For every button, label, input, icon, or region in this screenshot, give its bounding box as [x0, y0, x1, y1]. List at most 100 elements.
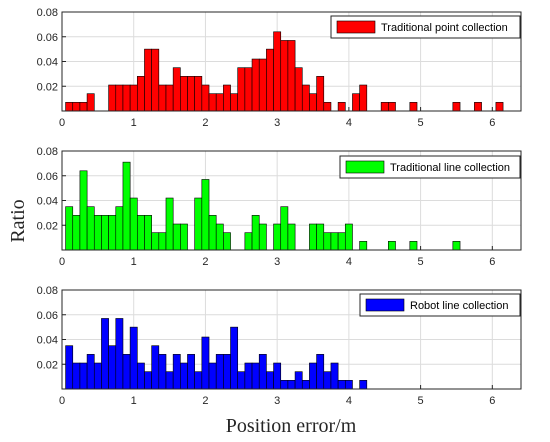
bar [158, 84, 167, 112]
bar [316, 354, 325, 390]
bar [323, 232, 332, 251]
bar [144, 215, 152, 251]
bar [380, 102, 389, 112]
bar [151, 232, 160, 251]
bar [187, 76, 195, 112]
bar [452, 241, 461, 251]
legend-swatch [345, 160, 385, 174]
bar [165, 197, 174, 251]
bar [108, 215, 117, 251]
axes-frame [61, 289, 522, 390]
bar [266, 371, 274, 390]
bar [273, 362, 282, 390]
bar [215, 354, 224, 390]
legend-swatch [365, 298, 405, 312]
bar [251, 362, 260, 390]
y-tick-label: 0.04 [37, 335, 58, 347]
bar [294, 67, 303, 112]
bar [115, 84, 124, 112]
bar [115, 206, 124, 251]
bar [301, 380, 310, 390]
bar [230, 93, 239, 112]
bar [194, 197, 203, 251]
axes-frame [61, 150, 522, 251]
bar [287, 380, 296, 390]
bar [309, 223, 317, 251]
x-tick-label: 5 [418, 256, 424, 268]
panel-1: 0 1 2 3 4 5 6 0.02 0.04 0.06 0.08 Traditional point… [37, 7, 522, 129]
bar [72, 102, 81, 112]
bar [244, 67, 253, 112]
bar [151, 345, 160, 390]
x-tick-label: 0 [59, 256, 65, 268]
bar [172, 354, 181, 390]
bar [251, 58, 260, 112]
bar [388, 102, 396, 112]
x-tick-label: 4 [346, 117, 352, 129]
x-tick-label: 2 [202, 117, 208, 129]
bar [129, 84, 138, 112]
x-tick-label: 4 [346, 256, 352, 268]
bar [172, 67, 181, 112]
bar [251, 215, 260, 251]
x-tick-label: 2 [202, 256, 208, 268]
bar [309, 362, 317, 390]
bar [129, 326, 138, 390]
bar [359, 380, 368, 390]
bar [258, 354, 267, 390]
y-tick-label: 0.08 [37, 7, 58, 19]
bar [301, 84, 310, 112]
bar [201, 336, 210, 390]
bar [86, 354, 95, 390]
bar [172, 223, 181, 251]
x-tick-label: 0 [59, 117, 65, 129]
legend-label: Robot line collection [410, 300, 508, 312]
y-tick-label: 0.04 [37, 57, 58, 69]
panel-2: 0 1 2 3 4 5 6 0.02 0.04 0.06 0.08 Traditional line … [37, 146, 522, 268]
bar [122, 84, 131, 112]
bar [337, 380, 346, 390]
bar [79, 170, 88, 251]
bar [208, 215, 217, 251]
bar [244, 232, 253, 251]
bar [352, 93, 360, 112]
bar [201, 84, 210, 112]
y-tick-label: 0.08 [37, 285, 58, 297]
bar [72, 362, 81, 390]
bar [223, 232, 231, 251]
bar [65, 102, 74, 112]
x-tick-label: 2 [202, 395, 208, 407]
bar [93, 215, 102, 251]
y-tick-label: 0.02 [37, 81, 58, 93]
bar [65, 206, 74, 251]
legend: Traditional line collection [339, 155, 521, 179]
bar [194, 371, 203, 390]
y-tick-label: 0.06 [37, 32, 58, 44]
bar [237, 67, 246, 112]
bar [280, 380, 289, 390]
bar [180, 362, 188, 390]
bar [122, 161, 131, 251]
bar [194, 76, 203, 112]
bar [158, 354, 167, 390]
panel-3: 0 1 2 3 4 5 6 0.02 0.04 0.06 0.08 Robot line collec… [37, 285, 522, 407]
bar [359, 84, 368, 112]
bar [165, 84, 174, 112]
bar [122, 354, 131, 390]
y-tick-label: 0.08 [37, 146, 58, 158]
bar [223, 84, 231, 112]
y-tick-label: 0.06 [37, 171, 58, 183]
y-tick-label: 0.02 [37, 359, 58, 371]
legend-box [330, 15, 521, 39]
bar [165, 371, 174, 390]
x-tick-label: 0 [59, 395, 65, 407]
bar [244, 362, 253, 390]
bar [287, 40, 296, 112]
bar [337, 232, 346, 251]
axes-frame [61, 11, 522, 112]
bar [280, 206, 289, 251]
x-tick-label: 4 [346, 395, 352, 407]
legend: Traditional point collection [330, 15, 521, 39]
bar [101, 215, 109, 251]
